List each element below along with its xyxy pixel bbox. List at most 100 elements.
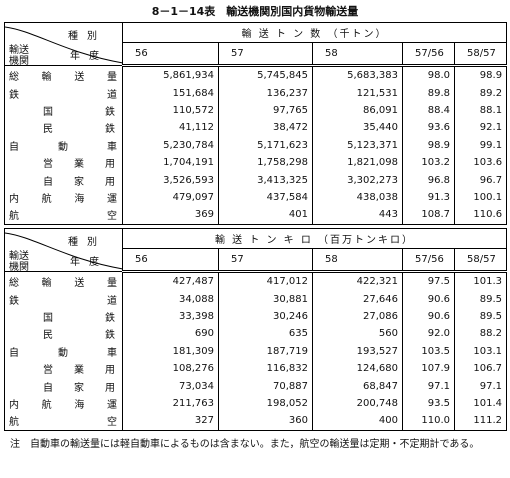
- cell: 108.7: [402, 206, 455, 225]
- header-row: 種別 年度 輸送機関 輸 送 ト ン 数 （千トン）: [4, 22, 507, 67]
- cell: 96.8: [402, 171, 455, 189]
- cell: 91.3: [402, 188, 455, 207]
- cell: 110.0: [402, 412, 455, 431]
- data-row: 航空 327 360 400 110.0 111.2: [4, 412, 507, 431]
- cell: 100.1: [453, 188, 507, 207]
- row-label-text: 民鉄: [43, 124, 115, 136]
- row-label: 自動車: [4, 136, 123, 154]
- row-label: 営業用: [4, 153, 123, 172]
- cell: 27,646: [312, 290, 403, 308]
- row-label-text: 航空: [9, 417, 117, 429]
- cell: 108,276: [122, 359, 219, 378]
- cell: 136,237: [218, 84, 313, 102]
- row-label: 自動車: [4, 342, 123, 360]
- cell: 93.5: [402, 394, 455, 413]
- cell: 30,881: [218, 290, 313, 308]
- cell: 187,719: [218, 342, 313, 360]
- cell: 417,012: [218, 271, 313, 291]
- cell: 560: [312, 325, 403, 343]
- cell: 5,123,371: [312, 136, 403, 154]
- row-label: 航空: [4, 206, 123, 225]
- corner-diagonal: [5, 232, 123, 270]
- corner-agency: 輸送機関: [9, 251, 29, 273]
- cell: 88.4: [402, 101, 455, 120]
- row-label: 航空: [4, 412, 123, 431]
- cell: 635: [218, 325, 313, 343]
- row-label-text: 内航海運: [9, 399, 117, 411]
- cell: 5,683,383: [312, 65, 403, 85]
- cell: 41,112: [122, 119, 219, 137]
- cell: 35,440: [312, 119, 403, 137]
- note: 注 自動車の輸送量には軽自動車によるものは含まない。また，航空の輸送量は定期・不…: [10, 439, 480, 450]
- row-label: 総輸送量: [4, 65, 123, 85]
- cell: 479,097: [122, 188, 219, 207]
- corner-agency: 輸送機関: [9, 45, 29, 67]
- cell: 3,413,325: [218, 171, 313, 189]
- cell: 99.1: [453, 136, 507, 154]
- cell: 101.3: [453, 271, 507, 291]
- cell: 33,398: [122, 307, 219, 326]
- cell: 97.1: [402, 377, 455, 395]
- corner-cell: 種別年度 輸送機関: [4, 22, 123, 67]
- cell: 103.2: [402, 153, 455, 172]
- data-row: 内航海運 479,097 437,584 438,038 91.3 100.1: [4, 188, 507, 207]
- cell: 181,309: [122, 342, 219, 360]
- cell: 89.5: [453, 307, 507, 326]
- corner-year: 年度: [70, 257, 108, 268]
- row-label-text: 航空: [9, 211, 117, 223]
- cell: 3,526,593: [122, 171, 219, 189]
- cell: 1,704,191: [122, 153, 219, 172]
- cell: 690: [122, 325, 219, 343]
- cell: 438,038: [312, 188, 403, 207]
- cell: 5,745,845: [218, 65, 313, 85]
- corner-kind: 種別: [68, 31, 106, 42]
- data-row: 民鉄 41,112 38,472 35,440 93.6 92.1: [4, 119, 507, 137]
- data-row: 国鉄 33,398 30,246 27,086 90.6 89.5: [4, 307, 507, 326]
- row-label-text: 自家用: [43, 176, 115, 188]
- column-header: 58: [312, 248, 403, 273]
- cell: 198,052: [218, 394, 313, 413]
- cell: 92.0: [402, 325, 455, 343]
- cell: 193,527: [312, 342, 403, 360]
- row-label-text: 国鉄: [43, 106, 115, 118]
- row-label-text: 鉄道: [9, 89, 117, 101]
- column-header: 57: [218, 248, 313, 273]
- cell: 90.6: [402, 290, 455, 308]
- data-row: 自家用 3,526,593 3,413,325 3,302,273 96.8 96.7: [4, 171, 507, 189]
- cell: 151,684: [122, 84, 219, 102]
- row-label: 内航海運: [4, 394, 123, 413]
- row-label: 国鉄: [4, 307, 123, 326]
- data-row: 自動車 5,230,784 5,171,623 5,123,371 98.9 99.1: [4, 136, 507, 154]
- data-table: 種別 年度 輸送機関輸 送 ト ン キ ロ （百万トンキロ） 56 57 58 57/56 5…: [4, 228, 508, 431]
- row-label: 営業用: [4, 359, 123, 378]
- cell: 443: [312, 206, 403, 225]
- year-row: 56 57 58 57/56 58/57: [5, 248, 507, 273]
- row-label-text: 自動車: [9, 347, 117, 359]
- row-label-text: 総輸送量: [9, 277, 117, 289]
- cell: 106.7: [453, 359, 507, 378]
- row-label: 民鉄: [4, 325, 123, 343]
- cell: 121,531: [312, 84, 403, 102]
- cell: 89.5: [453, 290, 507, 308]
- column-header: 57/56: [402, 42, 455, 67]
- corner-year: 年度: [70, 51, 108, 62]
- cell: 97.5: [402, 271, 455, 291]
- row-label-text: 民鉄: [43, 330, 115, 342]
- data-table: 種別 年度 輸送機関輸 送 ト ン 数 （千トン） 56 57 58 57/56 58/57 総…: [4, 22, 508, 225]
- cell: 68,847: [312, 377, 403, 395]
- row-label-text: 総輸送量: [9, 71, 117, 83]
- data-row: 鉄道 151,684 136,237 121,531 89.8 89.2: [4, 84, 507, 102]
- cell: 327: [122, 412, 219, 431]
- cell: 1,821,098: [312, 153, 403, 172]
- row-label-text: 鉄道: [9, 295, 117, 307]
- data-row: 営業用 108,276 116,832 124,680 107.9 106.7: [4, 359, 507, 378]
- data-row: 総輸送量 5,861,934 5,745,845 5,683,383 98.0 98.9: [4, 65, 507, 85]
- data-row: 民鉄 690 635 560 92.0 88.2: [4, 325, 507, 343]
- cell: 86,091: [312, 101, 403, 120]
- row-label: 鉄道: [4, 290, 123, 308]
- cell: 110,572: [122, 101, 219, 120]
- column-header: 57/56: [402, 248, 455, 273]
- row-label-text: 営業用: [43, 159, 115, 171]
- cell: 110.6: [453, 206, 507, 225]
